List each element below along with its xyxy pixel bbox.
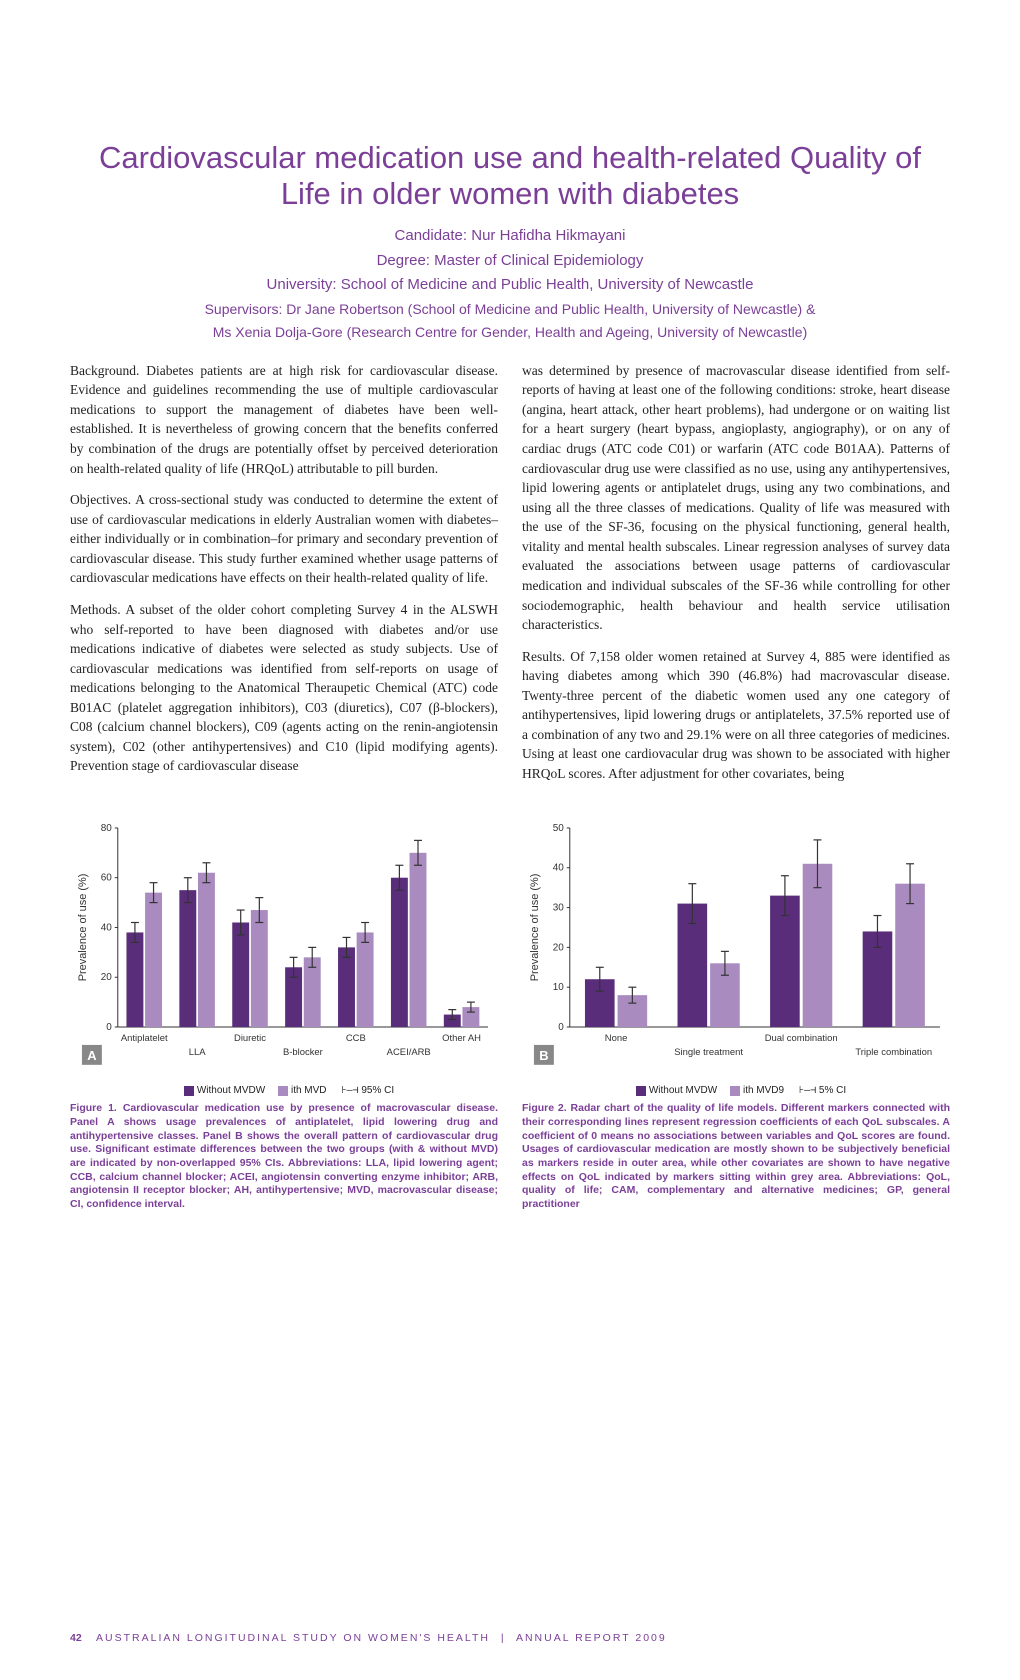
svg-text:0: 0	[558, 1022, 564, 1033]
legend-swatch-light	[730, 1086, 740, 1096]
svg-text:10: 10	[553, 982, 565, 993]
legend-swatch-light	[278, 1086, 288, 1096]
paragraph-objectives: Objectives. A cross-sectional study was …	[70, 490, 498, 588]
svg-text:80: 80	[101, 823, 113, 834]
legend-swatch-dark	[184, 1086, 194, 1096]
svg-text:Dual combination: Dual combination	[765, 1033, 838, 1044]
svg-text:A: A	[87, 1047, 96, 1062]
svg-text:30: 30	[553, 902, 565, 913]
university-line: University: School of Medicine and Publi…	[70, 274, 950, 297]
paragraph-background: Background. Diabetes patients are at hig…	[70, 361, 498, 478]
supervisors-line-2: Ms Xenia Dolja-Gore (Research Centre for…	[70, 322, 950, 343]
figure-2-caption: Figure 2. Radar chart of the quality of …	[522, 1102, 950, 1211]
paragraph-results: Results. Of 7,158 older women retained a…	[522, 647, 950, 784]
svg-text:Triple combination: Triple combination	[855, 1046, 932, 1057]
svg-text:Antiplatelet: Antiplatelet	[121, 1033, 168, 1044]
svg-text:Other AH: Other AH	[442, 1033, 481, 1044]
legend-label-without: Without MVDW	[197, 1085, 265, 1096]
legend-label-with: ith MVD9	[743, 1085, 784, 1096]
ci-marker-icon: ⊦—⊣	[799, 1085, 816, 1096]
figure-a-legend: Without MVDW ith MVD ⊦—⊣ 95% CI	[70, 1085, 498, 1096]
paragraph-methods-cont: was determined by presence of macrovascu…	[522, 361, 950, 635]
paragraph-methods: Methods. A subset of the older cohort co…	[70, 600, 498, 776]
supervisors-line-1: Supervisors: Dr Jane Robertson (School o…	[70, 299, 950, 320]
figures-row: 0 20 40 60 80 Prevalence of use (%) Antiplatel…	[70, 816, 950, 1212]
page-footer: 42 AUSTRALIAN LONGITUDINAL STUDY ON WOME…	[70, 1632, 667, 1644]
figure-a-wrap: 0 20 40 60 80 Prevalence of use (%) Antiplatel…	[70, 816, 498, 1212]
footer-separator: |	[501, 1632, 506, 1644]
page-number: 42	[70, 1632, 82, 1644]
svg-text:Prevalence of use (%): Prevalence of use (%)	[77, 873, 89, 981]
figure-1-caption: Figure 1. Cardiovascular medication use …	[70, 1102, 498, 1211]
figure-a-chart: 0 20 40 60 80 Prevalence of use (%) Antiplatel…	[70, 816, 498, 1075]
svg-text:60: 60	[101, 872, 113, 883]
svg-text:Diuretic: Diuretic	[234, 1033, 266, 1044]
svg-text:40: 40	[101, 922, 113, 933]
legend-label-ci: 95% CI	[361, 1085, 394, 1096]
svg-text:Single treatment: Single treatment	[674, 1046, 743, 1057]
svg-text:B: B	[539, 1047, 548, 1062]
ci-marker-icon: ⊦—⊣	[341, 1085, 358, 1096]
left-column: Background. Diabetes patients are at hig…	[70, 361, 498, 796]
svg-text:None: None	[605, 1033, 628, 1044]
svg-text:Prevalence of use (%): Prevalence of use (%)	[529, 873, 541, 981]
footer-study-name: AUSTRALIAN LONGITUDINAL STUDY ON WOMEN'S…	[96, 1632, 490, 1644]
degree-line: Degree: Master of Clinical Epidemiology	[70, 250, 950, 273]
right-column: was determined by presence of macrovascu…	[522, 361, 950, 796]
legend-label-without: Without MVDW	[649, 1085, 717, 1096]
candidate-line: Candidate: Nur Hafidha Hikmayani	[70, 225, 950, 248]
svg-text:ACEI/ARB: ACEI/ARB	[387, 1046, 431, 1057]
svg-text:20: 20	[101, 972, 113, 983]
svg-text:0: 0	[106, 1022, 112, 1033]
footer-report-name: ANNUAL REPORT 2009	[516, 1632, 667, 1644]
body-columns: Background. Diabetes patients are at hig…	[70, 361, 950, 796]
svg-text:CCB: CCB	[346, 1033, 366, 1044]
svg-text:50: 50	[553, 823, 565, 834]
figure-b-legend: Without MVDW ith MVD9 ⊦—⊣ 5% CI	[522, 1085, 950, 1096]
figure-b-wrap: 0 10 20 30 40 50 Prevalence of use (%) None Sing…	[522, 816, 950, 1212]
figure-b-chart: 0 10 20 30 40 50 Prevalence of use (%) None Sing…	[522, 816, 950, 1075]
page-title: Cardiovascular medication use and health…	[70, 140, 950, 211]
legend-label-with: ith MVD	[291, 1085, 327, 1096]
svg-text:B-blocker: B-blocker	[283, 1046, 323, 1057]
legend-swatch-dark	[636, 1086, 646, 1096]
legend-label-ci: 5% CI	[819, 1085, 846, 1096]
svg-text:LLA: LLA	[189, 1046, 206, 1057]
svg-text:40: 40	[553, 862, 565, 873]
svg-text:20: 20	[553, 942, 565, 953]
